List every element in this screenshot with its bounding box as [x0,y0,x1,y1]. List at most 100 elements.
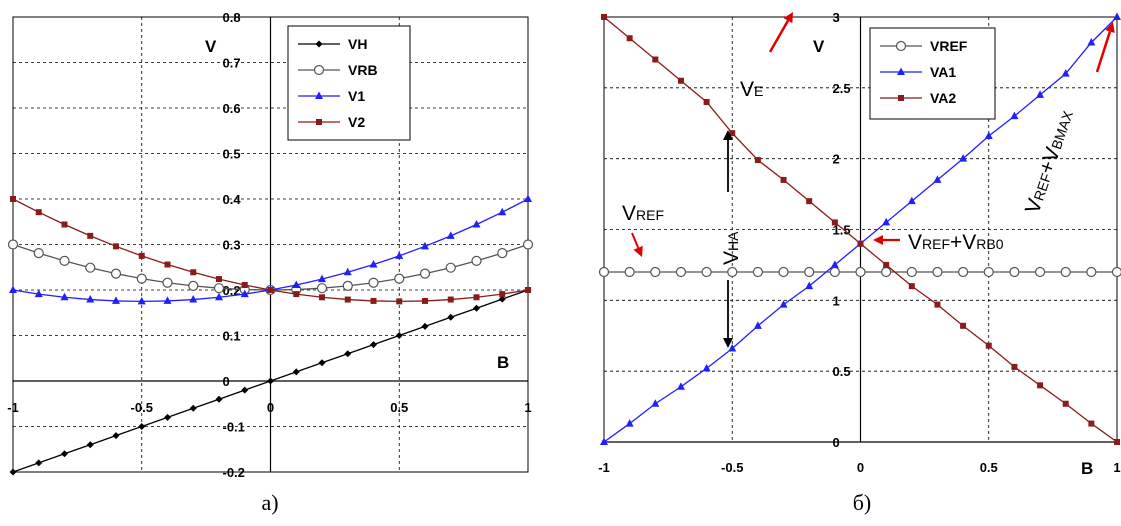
data-point [778,266,789,278]
data-point [499,291,506,298]
data-point [292,280,301,288]
data-point [522,239,534,250]
data-point [447,296,454,303]
data-point [241,386,249,394]
y-axis-label: V [205,37,217,56]
vrefrb0-part: REF [922,236,950,252]
data-point [163,296,172,304]
data-point [473,294,480,301]
data-point [1114,439,1120,445]
data-point [1034,266,1046,278]
data-point [728,344,737,352]
data-point [497,248,508,259]
data-point [883,261,890,268]
data-point [61,221,68,228]
series-vref [598,266,1121,278]
data-point [857,240,864,247]
data-point [293,291,300,298]
series-vh [9,286,532,476]
vref-main: V [622,202,636,225]
data-point [1086,266,1097,278]
data-point [498,207,507,216]
chart-b: -1 -0.5 0 0.5 100.511.522.53VBVREFVA1VA2б)VE… [598,10,1121,515]
data-point [87,232,94,239]
chart-caption: а) [261,490,278,515]
data-point [984,131,993,139]
data-point [806,198,813,205]
data-point [395,332,403,339]
data-point [600,437,608,445]
y-axis-label: V [813,37,825,56]
data-point [1037,382,1044,389]
data-point [342,280,353,292]
y-tick-label: 0.8 [223,10,241,25]
y-tick-label: 0.4 [223,192,242,207]
x-axis-label: B [1081,459,1093,478]
data-point [188,280,199,292]
data-point [445,262,456,273]
data-point [422,297,428,304]
data-point [831,219,838,226]
ve-label: VE [740,78,763,101]
vrefrb0-part: V [908,231,922,254]
data-point [1010,111,1019,120]
data-point [473,304,480,312]
series-v2 [10,196,531,305]
series-va2 [601,14,1120,445]
data-point [396,298,403,305]
vref-sub: REF [636,207,664,223]
data-point [907,196,916,205]
data-point [421,241,429,250]
data-point [908,283,915,290]
data-point [472,219,481,228]
data-point [215,395,223,403]
data-point [1111,266,1121,278]
arrow-vrefmax-shaft [1095,31,1112,73]
data-point [318,359,326,367]
y-tick-label: 0.6 [223,101,241,116]
data-point [1087,38,1096,46]
x-tick-label: -1 [598,460,610,475]
x-tick-label: 0.5 [390,400,408,415]
legend-marker [313,64,325,76]
data-point [957,266,969,278]
data-point [164,261,171,268]
y-tick-label: -0.1 [223,420,245,435]
data-point [652,56,659,63]
data-point [319,294,325,301]
data-point [267,287,274,293]
data-point [626,35,633,42]
data-point [370,297,377,304]
vrefrb0-part: RB0 [976,236,1003,252]
y-tick-label: -0.2 [223,465,245,480]
data-point [650,266,661,278]
data-point [780,176,787,183]
data-point [624,266,635,278]
x-axis-label: B [497,353,509,372]
legend-label: V1 [348,88,365,104]
data-point [370,341,377,349]
arrow-vref-shaft [631,232,640,249]
data-point [701,266,712,278]
data-point [189,295,198,303]
y-tick-label: 0 [223,374,230,389]
data-point [498,295,506,303]
data-point [368,277,379,288]
data-point [601,14,607,20]
data-point [34,289,43,298]
data-point [906,266,917,278]
arrow-vref-head [633,245,643,257]
data-point [447,313,455,321]
data-point [753,321,762,329]
legend: VREF VA1 VA2 [869,27,996,120]
data-point [1009,266,1020,278]
data-point [35,459,43,467]
data-point [162,277,173,288]
data-point [86,441,94,449]
data-point [344,296,351,303]
ve-sub: E [754,83,763,99]
data-point [213,283,225,294]
y-tick-label: 3 [833,10,840,25]
legend: VH VRB V1 V2 [287,25,411,141]
